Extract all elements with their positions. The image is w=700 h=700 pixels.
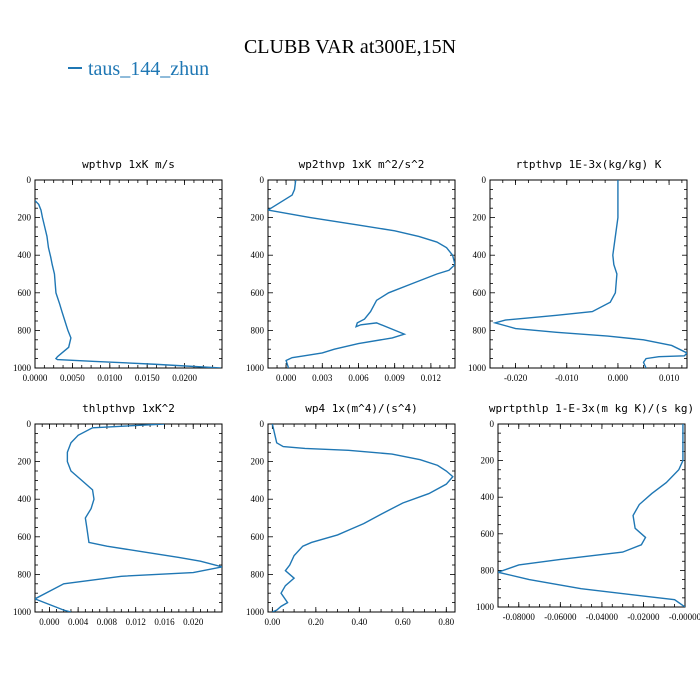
- legend-swatch: [68, 67, 82, 70]
- legend-label: taus_144_zhun: [88, 58, 210, 80]
- x-tick-label: 0.000: [39, 617, 60, 627]
- legend: taus_144_zhun: [68, 58, 209, 81]
- plot-frame: [34, 179, 223, 369]
- x-tick-label: 0.000: [608, 373, 629, 383]
- figure-title: CLUBB VAR at300E,15N: [243, 36, 457, 58]
- y-tick-label: 800: [481, 565, 495, 575]
- x-tick-label: 0.60: [395, 617, 411, 627]
- series-line: [268, 180, 455, 368]
- y-tick-label: 800: [251, 325, 265, 335]
- x-tick-label: 0.80: [438, 617, 454, 627]
- y-tick-label: 1000: [13, 607, 32, 617]
- x-tick-label: 0.0100: [97, 373, 122, 383]
- series-line: [498, 424, 685, 607]
- y-tick-label: 1000: [13, 363, 32, 373]
- x-tick-label: 0.0000: [23, 373, 48, 383]
- x-tick-label: 0.0050: [60, 373, 85, 383]
- x-tick-label: 0.020: [183, 617, 204, 627]
- x-tick-label: -0.010: [555, 373, 579, 383]
- y-tick-label: 1000: [476, 602, 495, 612]
- x-tick-label: 0.006: [348, 373, 369, 383]
- y-tick-label: 1000: [246, 363, 265, 373]
- y-tick-label: 200: [481, 456, 495, 466]
- y-tick-label: 0: [490, 419, 495, 429]
- panel-title: wp4 1x(m^4)/(s^4): [305, 402, 418, 415]
- y-tick-label: 800: [473, 325, 487, 335]
- y-tick-label: 400: [18, 250, 32, 260]
- x-tick-label: 0.016: [154, 617, 175, 627]
- x-tick-label: 0.012: [126, 617, 146, 627]
- x-tick-label: -0.02000: [627, 612, 660, 622]
- x-tick-label: 0.0150: [135, 373, 160, 383]
- panel-title: thlpthvp 1xK^2: [82, 402, 175, 415]
- y-tick-label: 0: [260, 175, 265, 185]
- plot-frame: [267, 179, 456, 369]
- plot-frame: [267, 423, 456, 613]
- x-tick-label: 0.20: [308, 617, 324, 627]
- series-line: [271, 424, 454, 612]
- y-tick-label: 800: [18, 569, 32, 579]
- y-tick-label: 0: [27, 419, 32, 429]
- x-tick-label: 0.40: [351, 617, 367, 627]
- y-tick-label: 400: [251, 494, 265, 504]
- y-tick-label: 600: [251, 532, 265, 542]
- panel-title: wpthvp 1xK m/s: [82, 158, 175, 171]
- y-tick-label: 400: [481, 492, 495, 502]
- series-line: [35, 200, 221, 368]
- plot-frame: [497, 423, 686, 608]
- x-tick-label: 0.00: [264, 617, 280, 627]
- x-tick-label: -0.06000: [544, 612, 577, 622]
- x-tick-label: -0.04000: [586, 612, 619, 622]
- panel-3: rtpthvp 1E-3x(kg/kg) K 0 200 400 600 800 1000 -…: [468, 158, 688, 383]
- y-tick-label: 800: [251, 569, 265, 579]
- x-tick-label: 0.0200: [172, 373, 197, 383]
- y-tick-label: 1000: [246, 607, 265, 617]
- panel-6: wprtpthlp 1-E-3x(m kg K)/(s kg) 0 200 400 60…: [476, 402, 700, 622]
- y-tick-label: 200: [18, 457, 32, 467]
- y-tick-label: 0: [27, 175, 32, 185]
- y-tick-label: 200: [473, 213, 487, 223]
- x-tick-label: -0.08000: [503, 612, 536, 622]
- y-tick-label: 400: [473, 250, 487, 260]
- panel-title: wprtpthlp 1-E-3x(m kg K)/(s kg): [489, 402, 694, 415]
- y-tick-label: 1000: [468, 363, 487, 373]
- x-tick-label: 0.009: [385, 373, 406, 383]
- y-tick-label: 600: [18, 532, 32, 542]
- y-tick-label: 200: [251, 213, 265, 223]
- x-tick-label: 0.004: [68, 617, 89, 627]
- x-tick-label: -0.00000: [669, 612, 700, 622]
- y-tick-label: 600: [481, 529, 495, 539]
- y-tick-label: 200: [251, 457, 265, 467]
- series-line: [35, 424, 222, 612]
- panel-title: wp2thvp 1xK m^2/s^2: [299, 158, 425, 171]
- x-tick-label: -0.020: [504, 373, 528, 383]
- panel-title: rtpthvp 1E-3x(kg/kg) K: [516, 158, 662, 171]
- y-tick-label: 400: [18, 494, 32, 504]
- x-tick-label: 0.012: [421, 373, 441, 383]
- y-tick-label: 400: [251, 250, 265, 260]
- panel-2: wp2thvp 1xK m^2/s^2 0 200 400 600 800 1000 0.00…: [246, 158, 456, 383]
- x-tick-label: 0.003: [312, 373, 333, 383]
- plot-frame: [489, 179, 688, 369]
- y-tick-label: 800: [18, 325, 32, 335]
- y-tick-label: 0: [482, 175, 487, 185]
- x-tick-label: 0.008: [97, 617, 118, 627]
- y-tick-label: 0: [260, 419, 265, 429]
- series-line: [492, 180, 687, 368]
- panel-4: thlpthvp 1xK^2 0 200 400 600 800 1000 0.000 0.00…: [13, 402, 223, 627]
- y-tick-label: 600: [18, 288, 32, 298]
- y-tick-label: 600: [251, 288, 265, 298]
- y-tick-label: 600: [473, 288, 487, 298]
- x-tick-label: 0.010: [659, 373, 680, 383]
- x-tick-label: 0.000: [276, 373, 297, 383]
- y-tick-label: 200: [18, 213, 32, 223]
